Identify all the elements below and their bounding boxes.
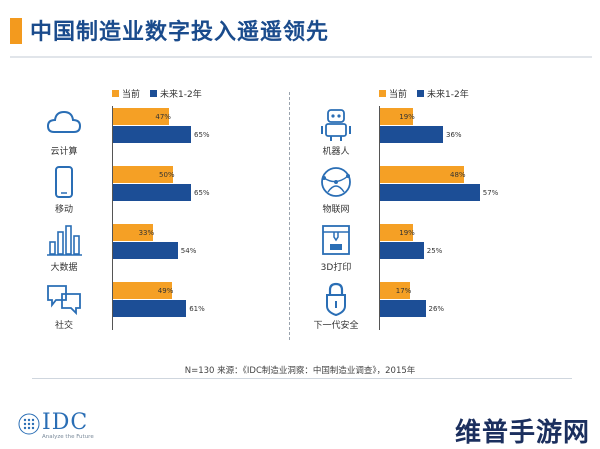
bar-future (113, 242, 178, 259)
bar-value-label: 61% (189, 305, 205, 313)
robot-icon (316, 104, 356, 144)
footer-divider (32, 378, 572, 379)
category-label: 移动 (54, 205, 73, 215)
bar-value-label: 26% (428, 305, 445, 313)
bar-value-label: 47% (155, 113, 171, 121)
legend-label: 当前 (122, 90, 141, 100)
chart-legend: 当前 未来1-2年 (379, 87, 469, 100)
bar-value-label: 65% (194, 131, 210, 139)
bar-value-label: 49% (157, 287, 174, 295)
category-label: 下一代安全 (313, 321, 359, 331)
category-label: 3D打印 (320, 263, 352, 273)
legend-label: 未来1-2年 (160, 90, 202, 100)
bar-value-label: 33% (138, 229, 155, 237)
legend-entry-current: 当前 (112, 87, 140, 100)
bar-value-label: 50% (159, 171, 175, 179)
page-title: 中国制造业数字投入遥遥领先 (30, 20, 330, 45)
bar-value-label: 48% (450, 171, 466, 179)
bar-value-label: 25% (426, 247, 443, 255)
printer-3d-icon (316, 220, 356, 260)
legend-swatch (417, 90, 425, 97)
chart-axis (379, 106, 380, 330)
bar-value-label: 36% (446, 131, 462, 139)
globe-network-icon (316, 162, 356, 202)
category-label: 机器人 (322, 147, 350, 157)
title-divider (10, 56, 592, 58)
chat-bubbles-icon (44, 278, 84, 318)
source-footnote: N=130 来源：《IDC制造业洞察：中国制造业调查》，2015年 (184, 366, 416, 376)
bar-current (380, 166, 464, 183)
bar-current (113, 224, 153, 241)
watermark: 维普手游网 (454, 418, 590, 448)
legend-swatch (379, 90, 386, 97)
bar-current (113, 108, 170, 125)
idc-logo-icon (18, 413, 40, 439)
bar-current (113, 166, 173, 183)
legend-swatch (112, 90, 119, 97)
bar-future (380, 300, 426, 317)
bar-current (113, 282, 172, 299)
bar-current (380, 282, 410, 299)
bar-value-label: 19% (399, 113, 415, 121)
bar-future (113, 184, 191, 201)
legend-label: 未来1-2年 (427, 90, 469, 100)
lock-icon (316, 278, 356, 318)
category-label: 社交 (54, 321, 73, 331)
bar-future (113, 126, 191, 143)
bar-value-label: 19% (399, 229, 415, 237)
chart-axis (112, 106, 113, 330)
cloud-icon (44, 104, 84, 144)
bar-value-label: 17% (395, 287, 412, 295)
title-accent-bar (10, 18, 22, 44)
bar-value-label: 57% (482, 189, 499, 197)
logo-text: IDC (42, 410, 89, 435)
category-label: 大数据 (50, 263, 78, 273)
bar-future (380, 184, 480, 201)
legend-entry-future: 未来1-2年 (417, 87, 469, 100)
logo-tagline: Analyze the Future (42, 434, 94, 440)
legend-entry-current: 当前 (379, 87, 407, 100)
legend-entry-future: 未来1-2年 (150, 87, 202, 100)
panel-divider (289, 92, 290, 340)
bar-future (380, 242, 424, 259)
bar-current (380, 224, 414, 241)
legend-label: 当前 (389, 90, 408, 100)
bar-current (380, 108, 414, 125)
bar-value-label: 54% (180, 247, 197, 255)
bar-value-label: 65% (194, 189, 210, 197)
bar-future (113, 300, 187, 317)
bar-future (380, 126, 443, 143)
mobile-icon (44, 162, 84, 202)
legend-swatch (150, 90, 158, 97)
chart-legend: 当前 未来1-2年 (112, 87, 202, 100)
category-label: 物联网 (322, 205, 350, 215)
category-label: 云计算 (50, 147, 78, 157)
bar-chart-icon (44, 220, 84, 260)
